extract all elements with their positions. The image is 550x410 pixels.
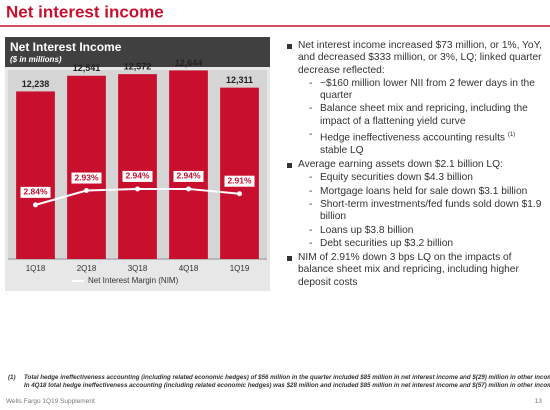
- bar: [16, 91, 55, 259]
- sub-bullet: Short-term investments/fed funds sold do…: [298, 199, 544, 224]
- line-point: [84, 188, 89, 194]
- sub-bullet: Equity securities down $4.3 billion: [298, 172, 544, 185]
- value-label: 12,541: [73, 63, 101, 73]
- note-marker: (1): [507, 132, 516, 139]
- line-point: [186, 186, 191, 192]
- x-tick-label: 1Q19: [230, 264, 250, 273]
- value-label: 12,572: [124, 62, 152, 72]
- label-box: [224, 175, 255, 187]
- label-box: [20, 186, 51, 198]
- label-box: [173, 170, 204, 182]
- line-value-label: 2.93%: [74, 172, 99, 182]
- x-tick-label: 1Q18: [26, 264, 46, 273]
- label-box: [122, 170, 153, 182]
- sub-bullet: Mortgage loans held for sale down $3.1 b…: [298, 185, 544, 199]
- sub-bullet: Balance sheet mix and repricing, includi…: [298, 103, 544, 128]
- sub-bullet-text: Mortgage loans held for sale down $3.1 b…: [320, 185, 528, 197]
- bar: [67, 75, 106, 259]
- legend-label: Net Interest Margin (NIM): [88, 276, 179, 285]
- footnote-text: Total hedge ineffectiveness accounting (…: [24, 374, 550, 389]
- x-tick-label: 3Q18: [128, 264, 148, 273]
- footer: Wells Fargo 1Q19 Supplement: [6, 398, 95, 405]
- chart-header: [5, 37, 270, 67]
- sub-bullet-text: Equity securities down $4.3 billion: [320, 172, 473, 184]
- sub-bullet: ~$160 million lower NII from 2 fewer day…: [298, 78, 544, 103]
- value-label: 12,238: [22, 79, 50, 89]
- sub-bullet-text: Short-term investments/fed funds sold do…: [320, 198, 542, 223]
- bar: [169, 70, 208, 259]
- line-value-label: 2.94%: [125, 171, 150, 181]
- line-point: [237, 191, 242, 197]
- bar: [220, 87, 259, 259]
- sub-bullet-text: Loans up $3.8 billion: [320, 224, 414, 236]
- sub-bullet-text: stable LQ: [320, 144, 364, 156]
- line-point: [135, 186, 140, 192]
- value-label: 12,644: [175, 58, 203, 68]
- line-point: [33, 202, 38, 208]
- chart-subtitle: ($ in millions): [10, 55, 62, 64]
- bullet: Average earning assets down $2.1 billion…: [286, 159, 544, 250]
- x-tick-label: 2Q18: [77, 264, 97, 273]
- line-value-label: 2.84%: [23, 187, 48, 197]
- sub-bullet-text: Hedge ineffectiveness accounting results: [320, 132, 505, 144]
- sub-bullet-text: Debt securities up $3.2 billion: [320, 237, 454, 249]
- page-number: 13: [534, 398, 542, 405]
- value-label: 12,311: [226, 75, 253, 85]
- bullets: Net interest income increased $73 millio…: [286, 40, 544, 291]
- page-title: Net interest income: [6, 2, 164, 21]
- sub-bullet-text: Balance sheet mix and repricing, includi…: [320, 103, 528, 127]
- footnote-marker: (1): [8, 374, 16, 381]
- chart-title: Net Interest Income: [10, 40, 122, 54]
- sub-bullet-text: ~$160 million lower NII from 2 fewer day…: [320, 77, 535, 102]
- label-box: [71, 172, 102, 184]
- sub-bullet: Debt securities up $3.2 billion: [298, 237, 544, 251]
- bullet: NIM of 2.91% down 3 bps LQ on the impact…: [286, 252, 544, 289]
- x-tick-label: 4Q18: [179, 264, 199, 273]
- sub-bullet: Hedge ineffectiveness accounting results…: [298, 129, 544, 157]
- bar: [118, 74, 157, 259]
- line-value-label: 2.91%: [227, 175, 252, 185]
- bullet: Net interest income increased $73 millio…: [286, 40, 544, 157]
- footnote: (1) Total hedge ineffectiveness accountin…: [6, 374, 550, 390]
- line-value-label: 2.94%: [176, 171, 201, 181]
- sub-bullet: Loans up $3.8 billion: [298, 224, 544, 238]
